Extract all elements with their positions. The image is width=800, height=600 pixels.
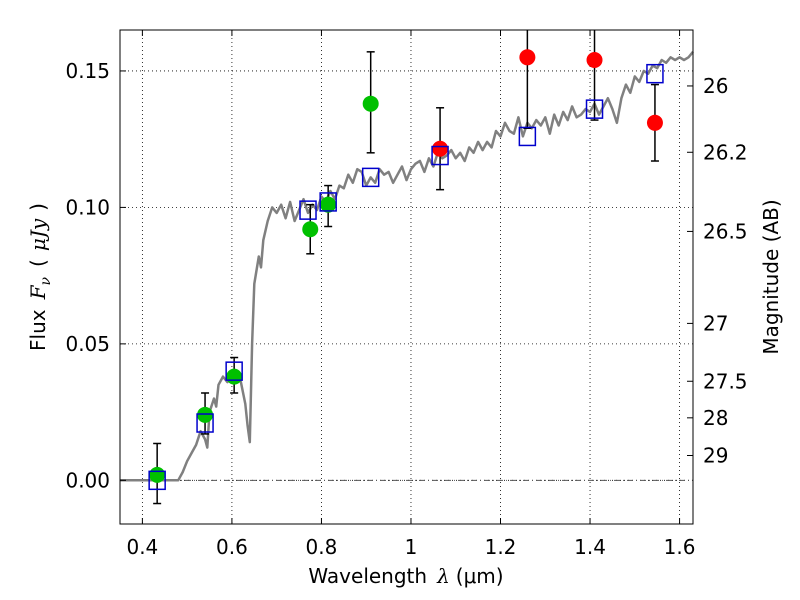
red-point (586, 52, 603, 69)
model-square (585, 99, 604, 119)
template-spectrum-line (120, 51, 694, 482)
data-marks (148, 30, 664, 505)
x-tick-label: 0.6 (216, 535, 248, 559)
y-axis-label-symbol: F (26, 284, 50, 300)
model-square (148, 470, 166, 491)
red-point (432, 140, 449, 157)
model-square (319, 192, 337, 212)
model-square (518, 126, 537, 147)
green-point (362, 95, 379, 112)
green-point (149, 466, 166, 483)
y-axis-label-subscript: ν (38, 277, 54, 286)
y-axis-label-text: Flux (26, 309, 50, 351)
y2-tick-label: 26.2 (703, 140, 748, 164)
x-tick-label: 1.6 (664, 535, 696, 559)
y-tick-label: 0.15 (65, 59, 110, 83)
model-square (646, 63, 664, 84)
x-axis-label: Wavelength λ (μm) (308, 564, 503, 588)
x-tick-label: 1.4 (574, 535, 606, 559)
model-square (299, 200, 317, 220)
green-point (226, 368, 243, 385)
y2-axis-label: Magnitude (AB) (759, 199, 783, 354)
model-square (431, 145, 449, 166)
y-axis-label-close: ) (26, 203, 50, 211)
model-square (361, 167, 380, 188)
x-tick-label: 1 (405, 535, 418, 559)
green-point (320, 196, 337, 213)
green-point (302, 221, 319, 238)
y2-tick-label: 26 (703, 74, 728, 98)
y-axis-label-open: ( (26, 259, 50, 267)
y2-tick-label: 27 (703, 311, 728, 335)
model-square (225, 361, 243, 381)
x-tick-label: 0.8 (306, 535, 338, 559)
y2-tick-label: 28 (703, 406, 728, 430)
y-axis-label-unit: μJy (26, 218, 50, 251)
y-axis-label: Flux Fν ( μJy) (26, 203, 54, 351)
plot-frame (119, 29, 694, 525)
x-axis-label-text: Wavelength (308, 564, 427, 588)
axis-ticks: 0.4 0.6 0.8 1 1.2 1.4 1.6 0.00 0.05 0.10 0.15 26 26.… (65, 30, 748, 559)
y2-tick-label: 26.5 (703, 219, 748, 243)
red-point (646, 114, 663, 131)
x-axis-label-symbol: λ (436, 564, 450, 588)
plot-background (120, 30, 693, 524)
green-point (197, 406, 214, 423)
y2-tick-label: 29 (703, 443, 728, 467)
y2-tick-label: 27.5 (703, 369, 748, 393)
x-axis-label-unit: (μm) (456, 564, 504, 588)
y-tick-label: 0.05 (65, 332, 110, 356)
y-tick-label: 0.00 (65, 468, 110, 492)
red-point (519, 49, 536, 66)
x-tick-label: 0.4 (126, 535, 158, 559)
x-tick-label: 1.2 (485, 535, 517, 559)
model-square (196, 413, 214, 433)
y-tick-label: 0.10 (65, 195, 110, 219)
